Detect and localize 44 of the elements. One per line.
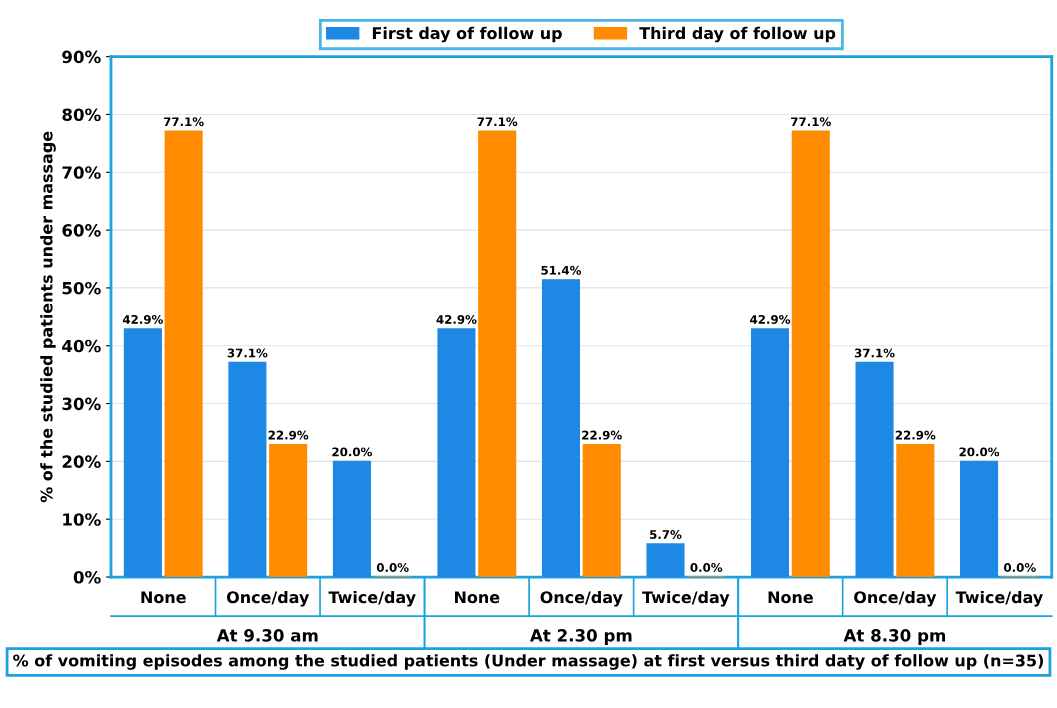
y-tick-label: 70% bbox=[62, 166, 101, 179]
data-label: 42.9% bbox=[436, 314, 477, 324]
data-label: 22.9% bbox=[895, 430, 936, 440]
data-label: 20.0% bbox=[959, 447, 1000, 457]
x-tick-label: Once/day bbox=[540, 590, 623, 607]
text: At 8.30 pm bbox=[843, 629, 946, 645]
data-label: 22.9% bbox=[582, 430, 622, 440]
data-label: 77.1% bbox=[163, 117, 204, 127]
data-label: 37.1% bbox=[854, 348, 895, 358]
x-tick-label: Twice/day bbox=[955, 590, 1043, 607]
x-tick-label: Once/day bbox=[854, 590, 937, 607]
data-label: 77.1% bbox=[791, 117, 831, 127]
data-label: 51.4% bbox=[541, 265, 582, 275]
data-label: 37.1% bbox=[227, 348, 268, 358]
y-tick-label: 0% bbox=[73, 570, 101, 584]
data-label: 22.9% bbox=[268, 430, 309, 440]
x-tick-label: None bbox=[455, 591, 500, 604]
data-label: 20.0% bbox=[332, 447, 373, 457]
data-label: 0.0% bbox=[1004, 563, 1036, 572]
x-tick-label: None bbox=[141, 591, 186, 604]
text: At 9.30 am bbox=[216, 629, 318, 642]
legend-label: Third day of follow up bbox=[639, 26, 836, 43]
y-tick-label: 40% bbox=[62, 339, 101, 353]
data-label: 42.9% bbox=[122, 314, 163, 324]
x-tick-label: Twice/day bbox=[328, 590, 416, 607]
y-tick-label: 10% bbox=[63, 513, 101, 526]
x-axis-title: % of vomiting episodes among the studied patients (Under massage) at first versus third daty of follow up (n=35) bbox=[13, 654, 1043, 670]
x-tick-label: Once/day bbox=[226, 590, 310, 607]
x-tick-label: None bbox=[768, 591, 813, 604]
data-label: 5.7% bbox=[650, 530, 682, 539]
y-tick-label: 20% bbox=[62, 455, 101, 468]
y-tick-label: 50% bbox=[62, 281, 101, 295]
y-axis-title: % of the studied patients under massage bbox=[40, 131, 56, 503]
text: At 2.30 pm bbox=[529, 629, 632, 645]
data-label: 77.1% bbox=[477, 117, 518, 127]
y-tick-label: 30% bbox=[62, 397, 101, 411]
y-tick-label: 80% bbox=[62, 108, 101, 122]
data-label: 0.0% bbox=[690, 563, 723, 572]
x-tick-label: Twice/day bbox=[642, 590, 730, 607]
data-label: 42.9% bbox=[750, 314, 791, 324]
data-label: 0.0% bbox=[376, 563, 409, 572]
y-tick-label: 60% bbox=[62, 224, 101, 237]
legend-label: First day of follow up bbox=[372, 26, 562, 43]
y-tick-label: 90% bbox=[62, 50, 101, 64]
